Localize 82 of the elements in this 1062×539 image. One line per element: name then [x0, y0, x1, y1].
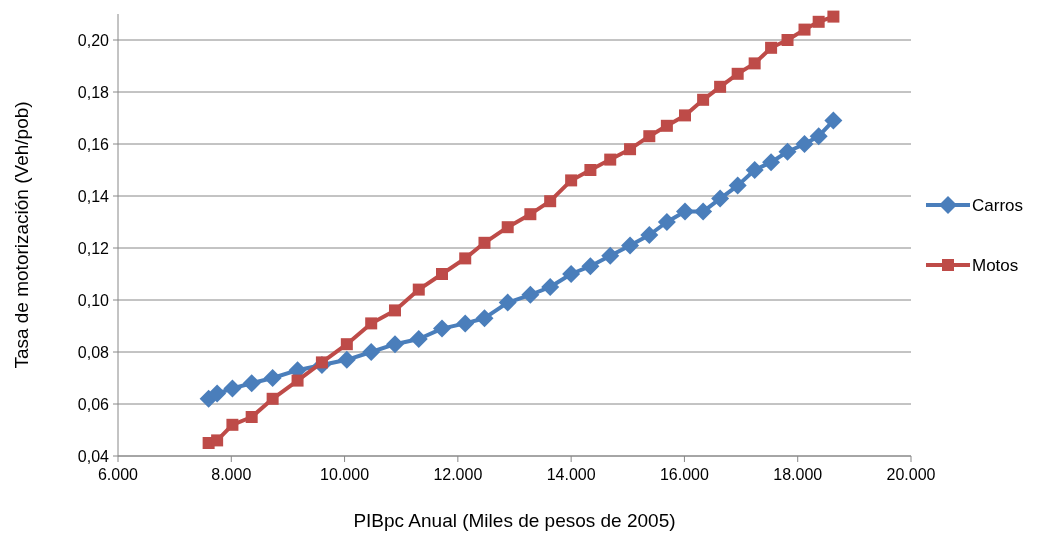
point: [781, 34, 794, 46]
point: [601, 246, 620, 265]
x-tick-label: 10.000: [320, 466, 370, 483]
point: [459, 252, 472, 265]
y-tick-label: 0,14: [77, 187, 110, 205]
point: [226, 418, 239, 431]
point: [824, 111, 843, 130]
point: [657, 213, 676, 231]
x-tick-label: 8.000: [211, 466, 252, 483]
point: [697, 93, 710, 106]
point: [624, 143, 637, 156]
point: [812, 15, 825, 28]
point: [501, 221, 514, 234]
point: [385, 335, 404, 354]
point: [565, 174, 578, 187]
point: [266, 392, 279, 405]
legend-label: Carros: [972, 195, 1024, 215]
point: [498, 293, 517, 312]
point: [581, 257, 600, 276]
point: [223, 379, 242, 398]
x-tick-label: 16.000: [659, 466, 709, 483]
point: [412, 283, 425, 296]
x-tick-label: 14.000: [546, 466, 596, 483]
y-tick-label: 0,04: [77, 447, 110, 465]
point: [340, 338, 353, 351]
y-tick-label: 0,16: [77, 135, 110, 153]
y-tick-label: 0,06: [77, 395, 110, 413]
point: [584, 164, 597, 176]
point: [798, 23, 811, 36]
point: [728, 176, 747, 195]
point: [521, 285, 540, 304]
y-tick-label: 0,10: [77, 291, 110, 309]
point: [544, 195, 557, 208]
x-tick-label: 18.000: [773, 466, 823, 483]
point: [714, 80, 727, 93]
x-tick-label: 6.000: [97, 466, 139, 483]
point: [436, 268, 448, 280]
point: [778, 142, 797, 161]
y-tick-label: 0,12: [77, 239, 110, 257]
y-tick-label: 0,18: [77, 83, 110, 101]
x-axis-title: PIBpc Anual (Miles de pesos de 2005): [353, 510, 676, 531]
x-tick-label: 20.000: [886, 466, 936, 483]
point: [621, 236, 640, 255]
point: [263, 369, 282, 387]
point: [676, 202, 694, 221]
point: [762, 153, 781, 172]
point: [745, 161, 764, 179]
point: [524, 208, 537, 221]
point: [660, 119, 673, 132]
point: [245, 411, 258, 423]
point: [711, 189, 730, 208]
point: [562, 265, 581, 283]
point: [640, 226, 659, 244]
y-axis-title: Tasa de motorización (Veh/pob): [11, 101, 32, 369]
point: [795, 135, 814, 153]
point: [208, 384, 227, 403]
point: [362, 343, 381, 361]
point: [388, 304, 401, 317]
point: [643, 130, 656, 143]
point: [541, 278, 560, 296]
x-tick-label: 12.000: [433, 466, 483, 483]
legend-label: Motos: [972, 255, 1019, 275]
point: [731, 67, 744, 80]
point: [475, 309, 494, 328]
point: [478, 236, 491, 249]
point: [748, 57, 761, 70]
point: [242, 374, 261, 393]
point: [433, 319, 451, 338]
point: [827, 10, 840, 23]
y-tick-label: 0,20: [77, 31, 110, 49]
point: [604, 153, 617, 166]
point: [679, 109, 691, 122]
point: [365, 317, 378, 330]
point: [337, 350, 356, 369]
y-tick-label: 0,08: [77, 343, 110, 361]
point: [291, 374, 304, 387]
point: [456, 314, 475, 333]
point: [694, 202, 713, 221]
point: [211, 434, 224, 447]
point: [765, 41, 778, 54]
point: [409, 330, 428, 348]
point: [809, 127, 828, 146]
